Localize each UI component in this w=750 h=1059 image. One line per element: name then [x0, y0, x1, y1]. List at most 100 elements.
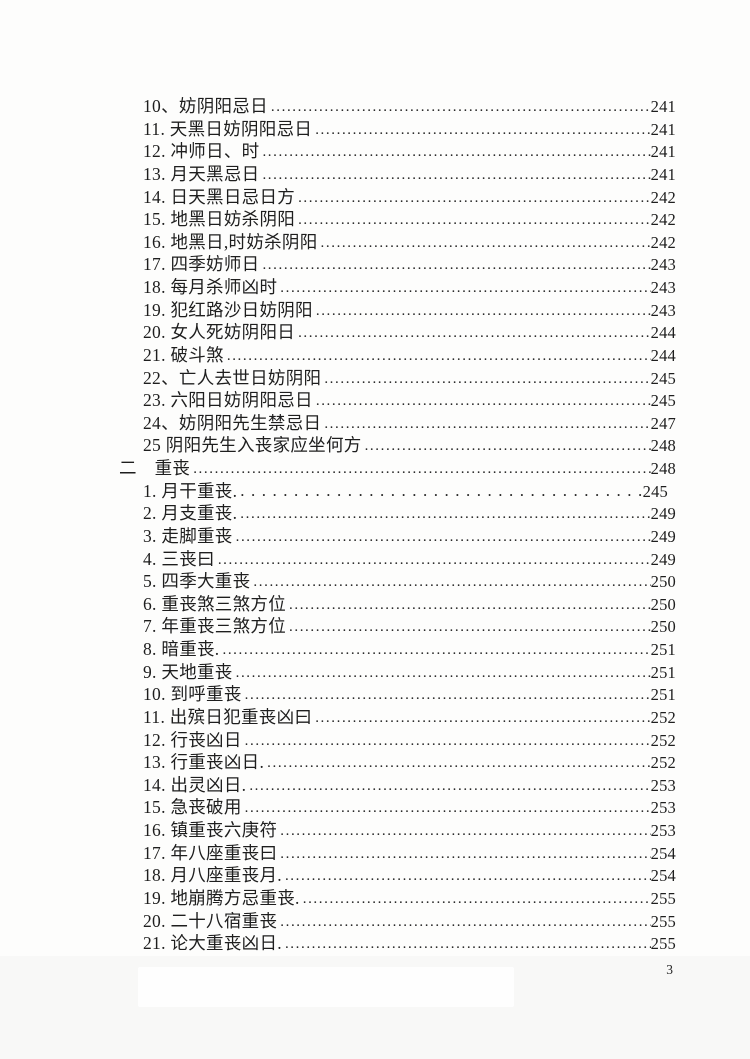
dot-leader: [267, 752, 651, 775]
dot-leader: [285, 865, 651, 888]
toc-section-row: 二 重丧 248: [0, 457, 676, 480]
toc-entry-title: 24、妨阴阳先生禁忌日: [143, 412, 322, 433]
toc-entry-title: 11. 出殡日犯重丧凶曰: [143, 706, 313, 727]
toc-entry-page-number: 248: [650, 459, 676, 478]
dot-leader: [218, 549, 651, 572]
toc-entry-page-number: 243: [650, 255, 676, 275]
dot-leader: [324, 368, 650, 391]
toc-entry-page-number: 248: [650, 436, 676, 456]
toc-entry-title: 3. 走脚重丧: [143, 525, 233, 546]
toc-entry-title: 11. 天黑日妨阴阳忌日: [143, 118, 313, 139]
toc-entry-row: 17. 四季妨师日 243: [0, 253, 676, 276]
toc-entry-title: 20. 二十八宿重丧: [143, 910, 278, 931]
toc-entry-title: 21. 破斗煞: [143, 344, 224, 365]
toc-entry-row: 12. 冲师日、时 241: [0, 140, 676, 163]
toc-entry-page-number: 245: [650, 368, 676, 388]
toc-entry-page-number: 250: [650, 594, 676, 614]
dot-leader: [240, 480, 642, 503]
toc-entry-page-number: 252: [650, 730, 676, 750]
toc-entry-row: 7. 年重丧三煞方位 250: [0, 615, 676, 638]
toc-entry-page-number: 253: [650, 821, 676, 840]
toc-entry-page-number: 241: [650, 97, 676, 116]
toc-entry-title: 19. 犯红路沙日妨阴阳: [143, 299, 313, 320]
dot-leader: [280, 911, 650, 934]
dot-leader: [303, 888, 651, 911]
toc-entry-title: 13. 月天黑忌日: [143, 163, 260, 184]
dot-leader: [315, 119, 650, 142]
toc-entry-row: 15. 急丧破用 253: [0, 796, 676, 819]
toc-entry-row: 8. 暗重丧. 251: [0, 638, 676, 661]
toc-entry-title: 9. 天地重丧: [143, 661, 233, 682]
toc-entry-page-number: 253: [650, 775, 676, 795]
toc-entry-row: 17. 年八座重丧曰 254: [0, 842, 676, 865]
dot-leader: [271, 96, 651, 119]
toc-entry-title: 10. 到呼重丧: [143, 684, 242, 705]
toc-entry-title: 18. 月八座重丧月.: [143, 865, 282, 886]
toc-entry-page-number: 243: [650, 300, 676, 320]
toc-entry-page-number: 255: [650, 934, 676, 954]
dot-leader: [289, 594, 651, 617]
toc-entry-page-number: 250: [650, 617, 676, 637]
toc-entry-page-number: 252: [650, 753, 676, 773]
toc-entry-title: 18. 每月杀师凶时: [143, 277, 278, 297]
toc-entry-row: 18. 每月杀师凶时 243: [0, 276, 676, 299]
toc-entry-page-number: 249: [650, 526, 676, 546]
toc-entry-row: 2. 月支重丧. 249: [0, 502, 676, 525]
toc-entry-page-number: 250: [650, 572, 676, 592]
dot-leader: [289, 616, 651, 639]
toc-entry-row: 16. 地黑日,时妨杀阴阳 242: [0, 231, 676, 254]
toc-entry-page-number: 249: [650, 549, 676, 569]
toc-entry-row: 21. 破斗煞 244: [0, 344, 676, 367]
toc-entry-title: 22、亡人去世日妨阴阳: [143, 367, 322, 388]
toc-entry-row: 10、妨阴阳忌日 241: [0, 95, 676, 118]
toc-entry-page-number: 253: [650, 798, 676, 818]
toc-entry-row: 18. 月八座重丧月. 254: [0, 864, 676, 887]
toc-entry-row: 25 阴阳先生入丧家应坐何方 248: [0, 434, 676, 457]
dot-leader: [280, 277, 650, 300]
dot-leader: [193, 458, 650, 481]
toc-entry-page-number: 244: [650, 323, 676, 343]
dot-leader: [222, 639, 650, 662]
toc-entry-row: 6. 重丧煞三煞方位 250: [0, 593, 676, 616]
toc-entry-row: 9. 天地重丧 251: [0, 661, 676, 684]
toc-entry-row: 15. 地黑日妨杀阴阳 242: [0, 208, 676, 231]
toc-entry-row: 11. 天黑日妨阴阳忌日 241: [0, 118, 676, 141]
dot-leader: [262, 254, 650, 277]
footer-page-number: 3: [666, 962, 673, 977]
toc-entry-title: 12. 冲师日、时: [143, 141, 260, 162]
toc-entry-page-number: 251: [650, 685, 676, 705]
toc-entry-title: 15. 急丧破用: [143, 797, 242, 818]
dot-leader: [253, 571, 650, 594]
toc-entry-row: 10. 到呼重丧 251: [0, 683, 676, 706]
toc-entry-page-number: 255: [650, 888, 676, 908]
toc-entry-title: 15. 地黑日妨杀阴阳: [143, 209, 296, 230]
toc-entry-row: 20. 二十八宿重丧 255: [0, 910, 676, 933]
dot-leader: [321, 232, 651, 255]
toc-entry-title: 14. 日天黑日忌日方: [143, 186, 296, 207]
toc-entry-title: 25 阴阳先生入丧家应坐何方: [143, 435, 362, 456]
toc-entry-page-number: 252: [650, 707, 676, 727]
toc-entry-title: 2. 月支重丧.: [143, 503, 238, 524]
toc-entry-title: 17. 四季妨师日: [143, 254, 260, 275]
toc-entry-title: 21. 论大重丧凶日.: [143, 933, 282, 954]
toc-entry-title: 14. 出灵凶日.: [143, 774, 247, 795]
toc-entry-row: 20. 女人死妨阴阳日 244: [0, 321, 676, 344]
toc-entry-title: 23. 六阳日妨阴阳忌日: [143, 390, 313, 411]
toc-entry-page-number: 249: [650, 504, 676, 524]
dot-leader: [285, 933, 651, 956]
toc-entry-row: 12. 行丧凶日 252: [0, 729, 676, 752]
dot-leader: [324, 413, 650, 436]
toc-entry-title: 8. 暗重丧.: [143, 639, 220, 659]
footer-highlight-band: [138, 967, 514, 1007]
toc-entry-title: 5. 四季大重丧: [143, 571, 251, 592]
toc-entry-row: 5. 四季大重丧 250: [0, 570, 676, 593]
dot-leader: [298, 322, 651, 345]
toc-entry-page-number: 244: [650, 345, 676, 365]
toc-entry-row: 13. 行重丧凶日. 252: [0, 751, 676, 774]
toc-entry-row: 16. 镇重丧六庚符 253: [0, 819, 676, 842]
toc-entry-row: 14. 出灵凶日. 253: [0, 774, 676, 797]
dot-leader: [262, 164, 650, 187]
dot-leader: [316, 390, 651, 413]
dot-leader: [249, 775, 650, 798]
